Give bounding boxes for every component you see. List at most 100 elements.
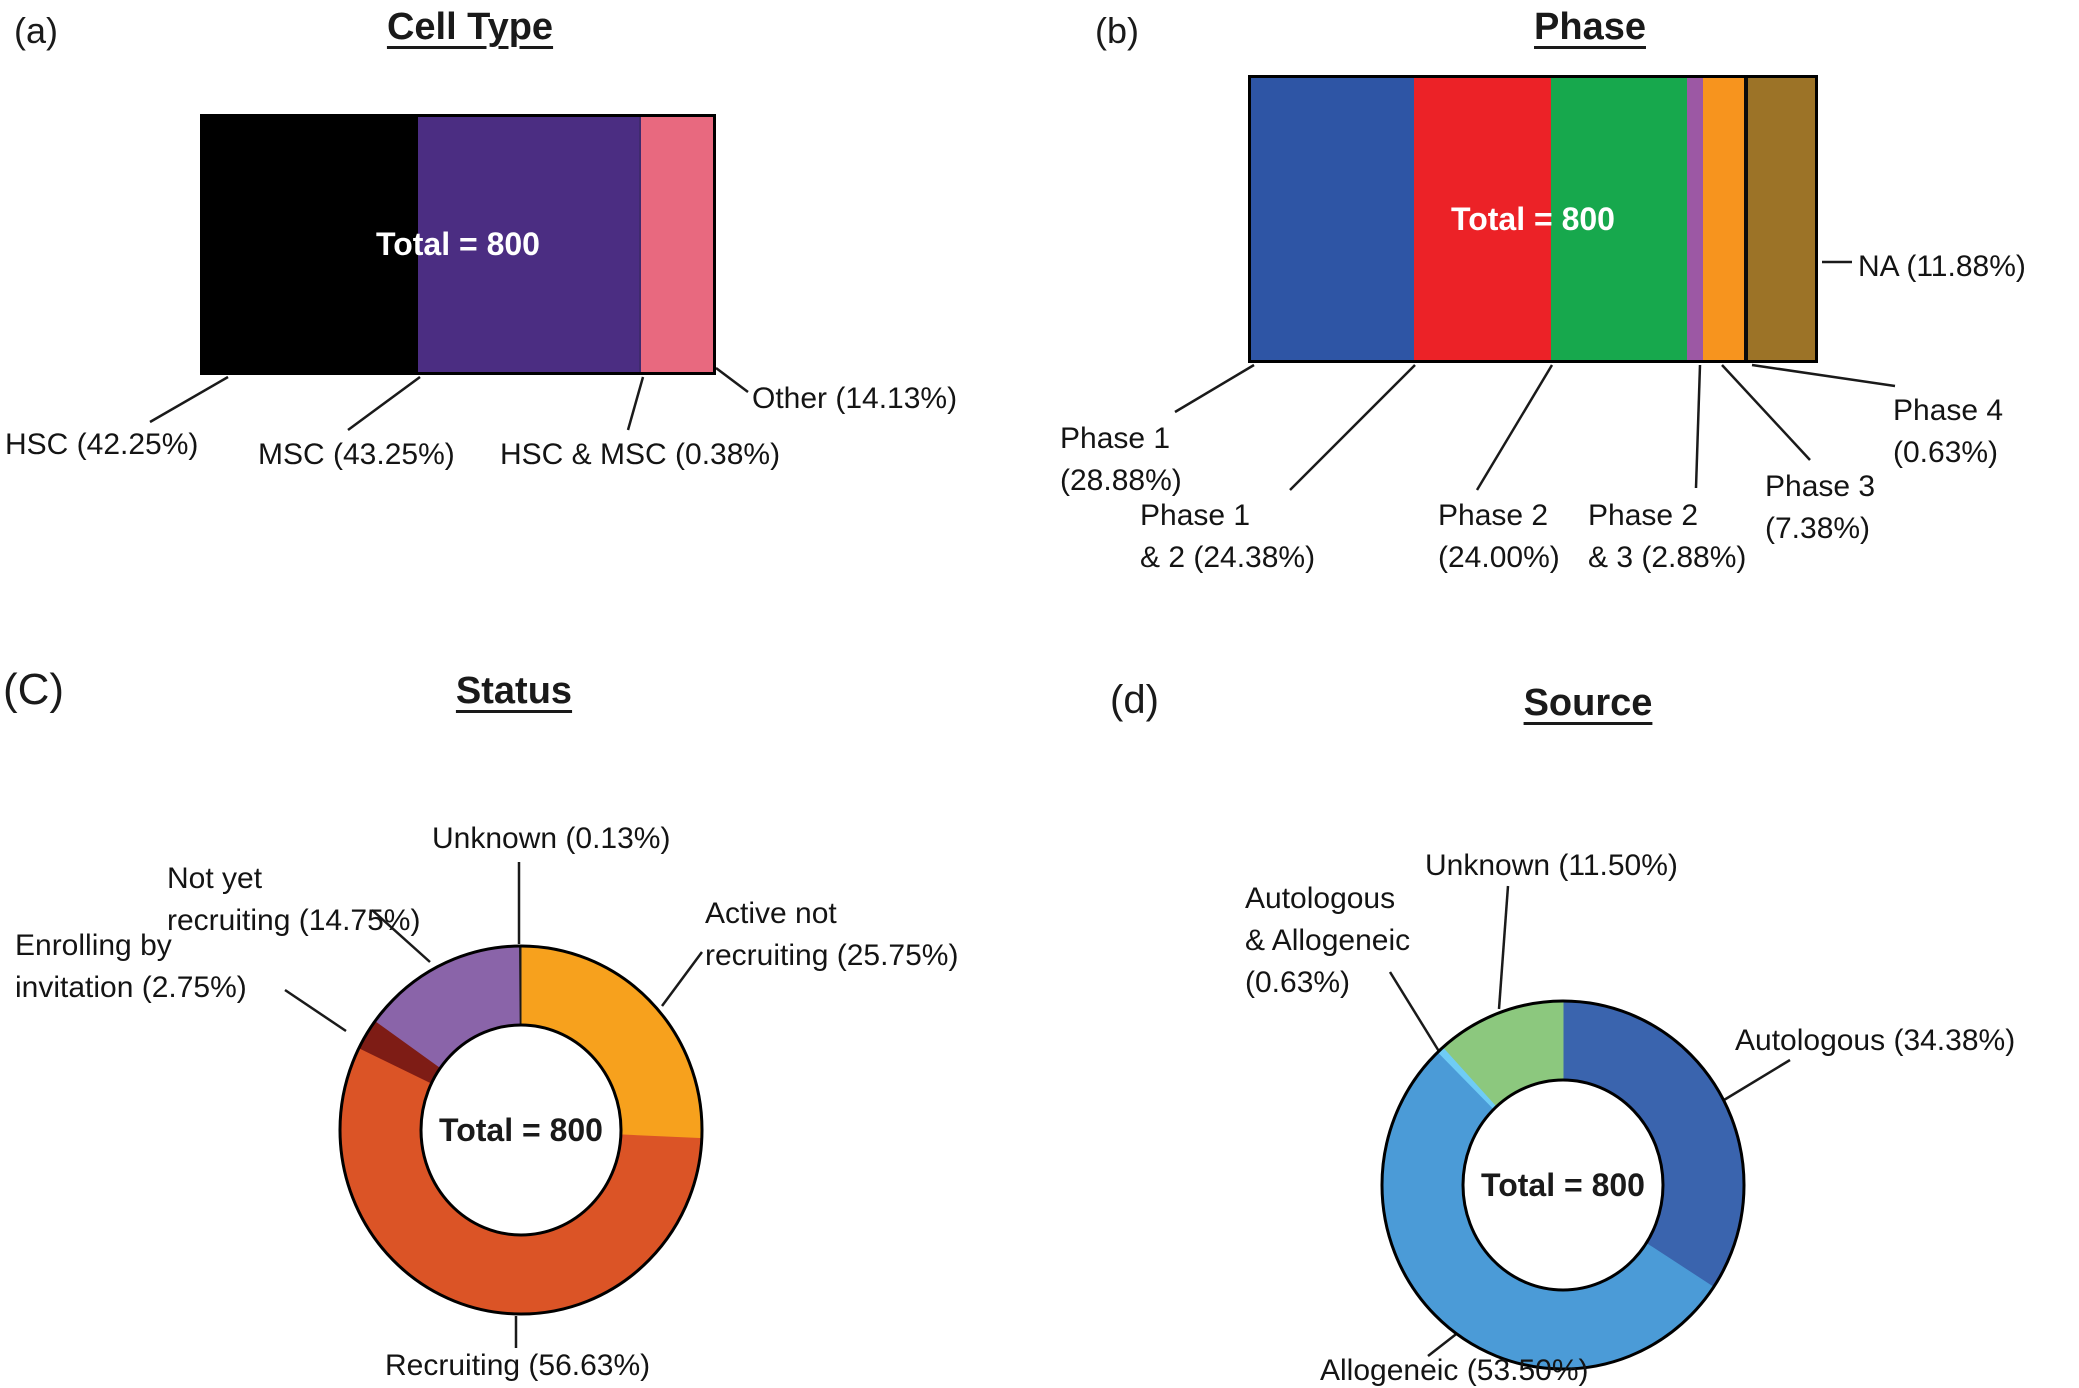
leader-line-phase2-3 <box>1694 364 1702 489</box>
label-auto-allo-line3: (0.63%) <box>1245 966 1351 999</box>
leader-line-phase1 <box>1174 363 1255 414</box>
panel-letter-c: (C) <box>3 665 65 714</box>
label-autologous: Autologous (34.38%) <box>1735 1020 2015 1062</box>
label-phase3-line1: Phase 3 <box>1765 470 1876 503</box>
leader-line-source-unknown <box>1497 885 1510 1010</box>
label-not-yet-recruiting: Not yet recruiting (14.75%) <box>167 858 420 942</box>
donut-slice-autologous-allogeneic <box>1437 1046 1498 1110</box>
leader-line-autologous <box>1723 1058 1791 1102</box>
donut-inner-outline <box>419 1023 623 1237</box>
label-enrolling: Enrolling by invitation (2.75%) <box>15 925 247 1009</box>
label-status-unknown-text: Unknown (0.13%) <box>432 822 671 855</box>
label-enrolling-line2: invitation (2.75%) <box>15 971 247 1004</box>
bar-segment-phase-1 <box>1251 78 1414 360</box>
leader-line-msc <box>347 375 421 432</box>
label-phase2-3-line2: & 3 (2.88%) <box>1588 541 1747 574</box>
label-phase1-2: Phase 1 & 2 (24.38%) <box>1140 495 1315 579</box>
label-source-unknown: Unknown (11.50%) <box>1425 845 1678 887</box>
label-phase1-2-line1: Phase 1 <box>1140 499 1251 532</box>
label-recruiting-text: Recruiting (56.63%) <box>385 1349 651 1382</box>
panel-status: (C) Status Total = 800 Unknown (0.13%) N… <box>0 660 1040 1388</box>
label-phase2-3: Phase 2 & 3 (2.88%) <box>1588 495 1746 579</box>
panel-title-status: Status <box>455 670 573 712</box>
label-active-line2: recruiting (25.75%) <box>705 939 959 972</box>
label-hsc-text: HSC (42.25%) <box>5 428 199 461</box>
bar-segment-phase-2 <box>1551 78 1687 360</box>
donut-slice-autologous <box>1562 1000 1745 1288</box>
label-allogeneic: Allogeneic (53.50%) <box>1320 1350 1589 1388</box>
donut-slice-active-not-recruiting <box>520 945 703 1140</box>
donut-slice-not-yet-recruiting <box>374 945 521 1069</box>
label-phase4-line1: Phase 4 <box>1893 394 2004 427</box>
label-phase1-line2: (28.88%) <box>1060 464 1182 497</box>
label-phase4-line2: (0.63%) <box>1893 436 1999 469</box>
donut-slice-unknown <box>1442 1000 1564 1107</box>
donut-slice-allogeneic <box>1381 1051 1715 1370</box>
leader-line-active-not-recruiting <box>660 951 704 1007</box>
label-hsc-msc-text: HSC & MSC (0.38%) <box>500 438 781 471</box>
label-autologous-text: Autologous (34.38%) <box>1735 1024 2016 1057</box>
leader-line-phase3 <box>1721 364 1811 461</box>
label-auto-allo-line1: Autologous <box>1245 882 1396 915</box>
label-phase2-line1: Phase 2 <box>1438 499 1549 532</box>
label-hsc-msc: HSC & MSC (0.38%) <box>500 434 780 476</box>
leader-line-enrolling <box>284 988 347 1033</box>
label-status-unknown: Unknown (0.13%) <box>432 818 670 860</box>
bar-segment-hsc <box>203 117 419 372</box>
donut-slice-unknown <box>519 945 522 1026</box>
donut-outer-outline <box>338 944 704 1316</box>
donut-outer-outline <box>1380 999 1746 1371</box>
label-auto-allo-line2: & Allogeneic <box>1245 924 1411 957</box>
source-total-label: Total = 800 <box>1481 1166 1645 1203</box>
bar-segment-phase-1-2 <box>1413 78 1552 360</box>
label-enrolling-line1: Enrolling by <box>15 929 172 962</box>
label-msc-text: MSC (43.25%) <box>258 438 455 471</box>
label-other: Other (14.13%) <box>752 378 957 420</box>
status-total-label: Total = 800 <box>439 1111 603 1148</box>
panel-letter-b: (b) <box>1095 10 1139 51</box>
label-auto-allo: Autologous & Allogeneic (0.63%) <box>1245 878 1410 1004</box>
bar-segment-phase-4 <box>1744 78 1748 360</box>
label-phase1: Phase 1 (28.88%) <box>1060 418 1182 502</box>
label-phase2-line2: (24.00%) <box>1438 541 1560 574</box>
label-source-unknown-text: Unknown (11.50%) <box>1425 849 1678 882</box>
bar-segment-msc <box>418 117 639 372</box>
panel-title-source: Source <box>1523 682 1653 724</box>
leader-line-hsc <box>149 375 229 424</box>
panel-cell-type: (a) Cell Type Total = 800 HSC (42.25%) M… <box>0 0 1040 660</box>
leader-line-hsc-msc <box>626 376 645 431</box>
label-phase2-3-line1: Phase 2 <box>1588 499 1699 532</box>
panel-title-phase: Phase <box>1534 6 1646 48</box>
label-phase4: Phase 4 (0.63%) <box>1893 390 2003 474</box>
leader-line-other <box>715 367 749 393</box>
label-allogeneic-text: Allogeneic (53.50%) <box>1320 1354 1589 1387</box>
donut-slice-recruiting <box>339 1047 703 1315</box>
panel-letter-a: (a) <box>14 10 58 51</box>
panel-title-cell-type: Cell Type <box>386 6 554 48</box>
label-not-yet-line2: recruiting (14.75%) <box>167 904 421 937</box>
donut-slice-enrolling-by-invitation <box>358 1020 442 1084</box>
label-phase1-2-line2: & 2 (24.38%) <box>1140 541 1316 574</box>
panel-phase: (b) Phase Total = 800 Phase 1 (28.88%) P… <box>1040 0 2079 660</box>
panel-letter-d: (d) <box>1110 678 1159 722</box>
bar-segment-hsc-msc <box>639 117 641 372</box>
label-other-text: Other (14.13%) <box>752 382 958 415</box>
leader-line-phase1-2 <box>1289 364 1416 491</box>
status-donut-chart <box>284 862 704 1348</box>
label-phase2: Phase 2 (24.00%) <box>1438 495 1560 579</box>
bar-segment-other <box>640 117 713 372</box>
label-not-yet-line1: Not yet <box>167 862 263 895</box>
donut-inner-outline <box>1461 1078 1665 1292</box>
panel-source: (d) Source Total = 800 Unknown (11.50%) … <box>1040 660 2079 1388</box>
bar-segment-phase-2-3 <box>1686 78 1703 360</box>
label-recruiting: Recruiting (56.63%) <box>385 1345 650 1387</box>
leader-line-phase4 <box>1751 363 1896 388</box>
label-active-not-recruiting: Active not recruiting (25.75%) <box>705 893 958 977</box>
label-na-text: NA (11.88%) <box>1858 250 2026 283</box>
label-active-line1: Active not <box>705 897 837 930</box>
bar-segment-na <box>1748 78 1815 360</box>
bar-segment-phase-3 <box>1702 78 1745 360</box>
source-leader-lines <box>1388 885 1791 1357</box>
phase-stacked-bar <box>1248 75 1818 363</box>
